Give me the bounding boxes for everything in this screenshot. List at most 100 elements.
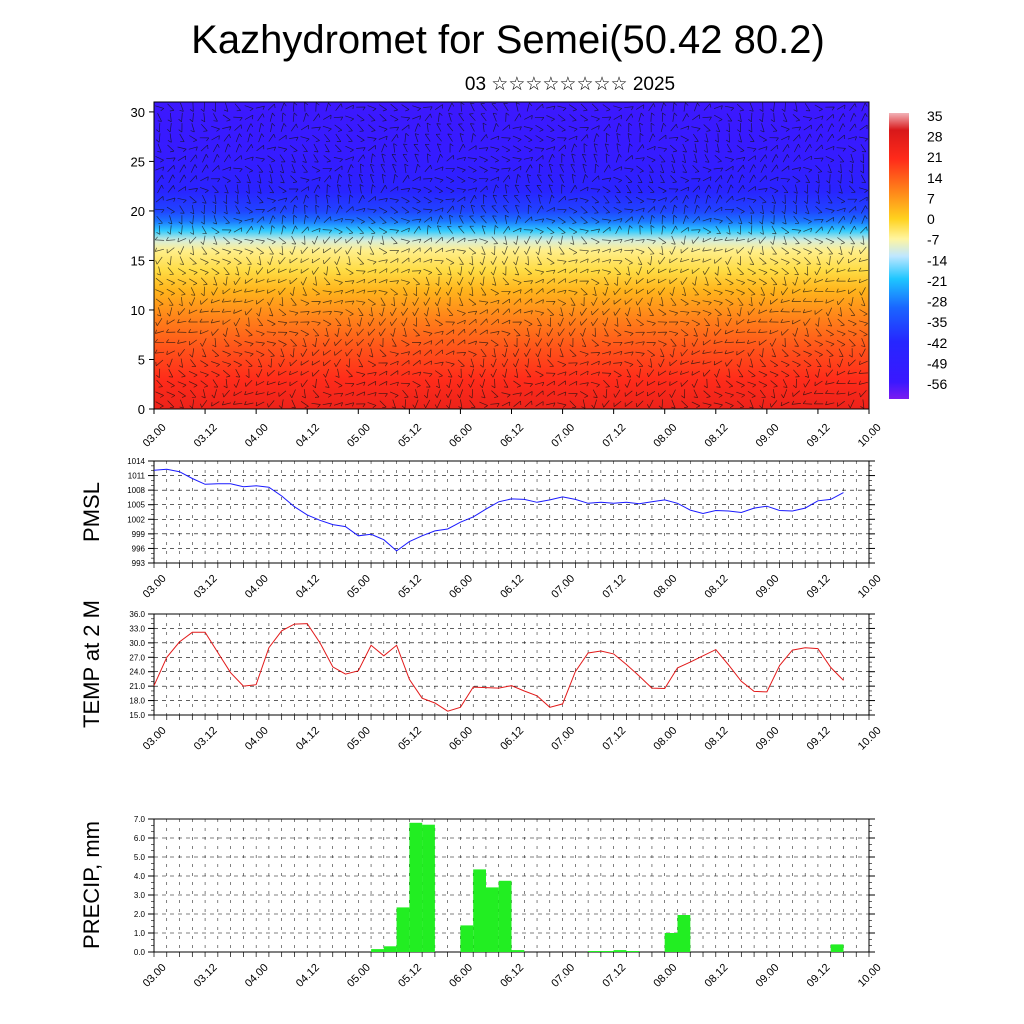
y-axis-title: PMSL [79, 482, 104, 542]
x-tick-label: 09.12 [805, 962, 833, 990]
y-tick-label: 1011 [128, 472, 146, 481]
x-tick-label: 09.00 [754, 422, 782, 450]
cross-section-panel: 0 5 10 15 20 25 30 03.00 03.12 04.00 04.12 05.00 05.… [131, 101, 884, 450]
x-tick-label: 08.00 [651, 725, 679, 753]
colorbar-label: -7 [927, 232, 940, 248]
page-title: Kazhydromet for Semei(50.42 80.2) [191, 18, 825, 62]
x-tick-label: 05.12 [396, 573, 424, 601]
x-tick-label: 06.12 [498, 725, 526, 753]
x-tick-label: 08.12 [703, 573, 731, 601]
x-tick-label: 03.12 [192, 422, 220, 450]
x-tick-label: 05.00 [345, 962, 373, 990]
x-tick-label: 07.12 [600, 422, 628, 450]
y-tick-label: 25 [131, 154, 145, 169]
x-tick-label: 07.00 [549, 962, 577, 990]
x-tick-label: 04.12 [294, 725, 322, 753]
precip-bar [422, 824, 435, 952]
y-tick-label: 36.0 [129, 610, 145, 619]
y-tick-label: 18.0 [129, 697, 145, 706]
y-tick-label: 0.0 [134, 948, 146, 957]
colorbar-label: 7 [927, 190, 935, 206]
wind-barb-icon [154, 102, 869, 409]
x-tick-label: 07.00 [549, 573, 577, 601]
x-tick-label: 07.12 [600, 962, 628, 990]
x-tick-label: 04.12 [294, 422, 322, 450]
x-tick-label: 04.12 [294, 573, 322, 601]
x-tick-label: 07.12 [600, 725, 628, 753]
colorbar-label: -42 [927, 335, 947, 351]
x-tick-label: 10.00 [856, 573, 884, 601]
precip-bar [460, 925, 474, 952]
x-tick-label: 05.00 [345, 573, 373, 601]
x-tick-label: 04.00 [243, 725, 271, 753]
y-tick-label: 7.0 [134, 815, 146, 824]
precip-bar [626, 951, 640, 952]
y-tick-label: 5.0 [134, 853, 146, 862]
y-tick-label: 5 [138, 352, 145, 367]
precip-panel: 7.0 6.0 5.0 4.0 3.0 2.0 1.0 0.0 03.00 03.12 04.00 0… [79, 815, 884, 990]
pmsl-panel: 1014 1011 1008 1005 1002 999 996 993 03.00 03.12 0… [79, 457, 884, 601]
precip-bar [396, 907, 410, 952]
page-subtitle: 03 ☆☆☆☆☆☆☆☆ 2025 [464, 74, 676, 95]
colorbar: 35 28 21 14 7 0 -7 -14 -21 -28 -35 -42 -49 -56 [889, 108, 947, 399]
x-tick-label: 09.12 [805, 573, 833, 601]
y-tick-label: 1008 [127, 486, 145, 495]
precip-bar [473, 869, 486, 952]
colorbar-label: 35 [927, 108, 943, 124]
x-tick-label: 04.00 [243, 422, 271, 450]
y-tick-label: 1005 [127, 501, 145, 510]
x-tick-label: 03.00 [141, 573, 169, 601]
y-tick-label: 999 [132, 530, 146, 539]
x-tick-label: 08.00 [651, 573, 679, 601]
y-tick-label: 1014 [127, 457, 145, 466]
x-tick-label: 06.00 [447, 725, 475, 753]
y-tick-label: 0 [138, 402, 145, 417]
colorbar-label: -35 [927, 314, 947, 330]
precip-bar [498, 880, 512, 953]
colorbar-label: 0 [927, 211, 935, 227]
x-tick-label: 08.12 [703, 725, 731, 753]
colorbar-gradient [889, 113, 909, 399]
precip-bar [371, 949, 384, 952]
y-tick-label: 10 [131, 303, 145, 318]
colorbar-label: -49 [927, 355, 947, 371]
x-tick-label: 06.12 [498, 573, 526, 601]
colorbar-label: -14 [927, 252, 947, 268]
x-tick-label: 07.12 [600, 573, 628, 601]
y-tick-label: 15.0 [129, 711, 145, 720]
precip-bar [511, 950, 525, 952]
y-tick-label: 24.0 [129, 668, 145, 677]
x-tick-label: 08.12 [703, 962, 731, 990]
y-tick-label: 21.0 [129, 682, 145, 691]
x-tick-label: 03.12 [192, 573, 220, 601]
colorbar-label: 14 [927, 170, 943, 186]
x-tick-label: 07.00 [549, 422, 577, 450]
y-tick-label: 3.0 [134, 891, 146, 900]
y-tick-label: 20 [131, 204, 145, 219]
x-tick-label: 03.00 [141, 725, 169, 753]
panel-frame [153, 460, 870, 564]
precip-bar [486, 887, 499, 952]
precip-bar [613, 950, 627, 952]
panel-frame [153, 613, 870, 716]
x-tick-label: 10.00 [856, 725, 884, 753]
colorbar-label: 28 [927, 129, 943, 145]
colorbar-label: -28 [927, 294, 947, 310]
x-tick-label: 05.00 [345, 422, 373, 450]
y-tick-label: 27.0 [129, 653, 145, 662]
colorbar-label: -21 [927, 273, 947, 289]
x-tick-label: 08.00 [651, 962, 679, 990]
x-tick-label: 09.12 [805, 422, 833, 450]
x-tick-label: 03.00 [141, 422, 169, 450]
y-tick-label: 1002 [127, 515, 145, 524]
y-tick-label: 1.0 [134, 929, 146, 938]
temp-panel: 36.0 33.0 30.0 27.0 24.0 21.0 18.0 15.0 03.00 03.… [79, 600, 884, 753]
x-tick-label: 05.12 [396, 725, 424, 753]
x-tick-label: 04.00 [243, 573, 271, 601]
x-tick-label: 03.12 [192, 725, 220, 753]
y-tick-label: 33.0 [129, 624, 145, 633]
precip-bar [383, 946, 397, 952]
x-tick-label: 10.00 [856, 962, 884, 990]
x-tick-label: 09.00 [754, 573, 782, 601]
y-axis-title: TEMP at 2 M [79, 600, 104, 728]
